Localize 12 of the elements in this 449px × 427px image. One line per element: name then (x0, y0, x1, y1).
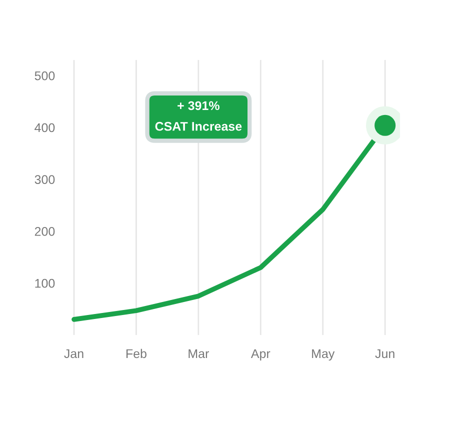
y-tick-label: 500 (34, 71, 55, 80)
x-tick-label: Jan (64, 349, 84, 358)
y-tick-label: 400 (34, 123, 55, 132)
y-tick-label: 200 (34, 227, 55, 236)
x-tick-label: Apr (250, 349, 270, 361)
x-tick-label: May (312, 349, 335, 361)
x-tick-label: Jun (375, 349, 394, 358)
x-tick-label: Mar (188, 349, 209, 358)
y-tick-label: 100 (35, 278, 55, 288)
x-tick-label: Feb (126, 348, 146, 358)
annotation: + 391% CSAT Increase (155, 101, 242, 131)
y-tick-label: 300 (34, 175, 55, 184)
